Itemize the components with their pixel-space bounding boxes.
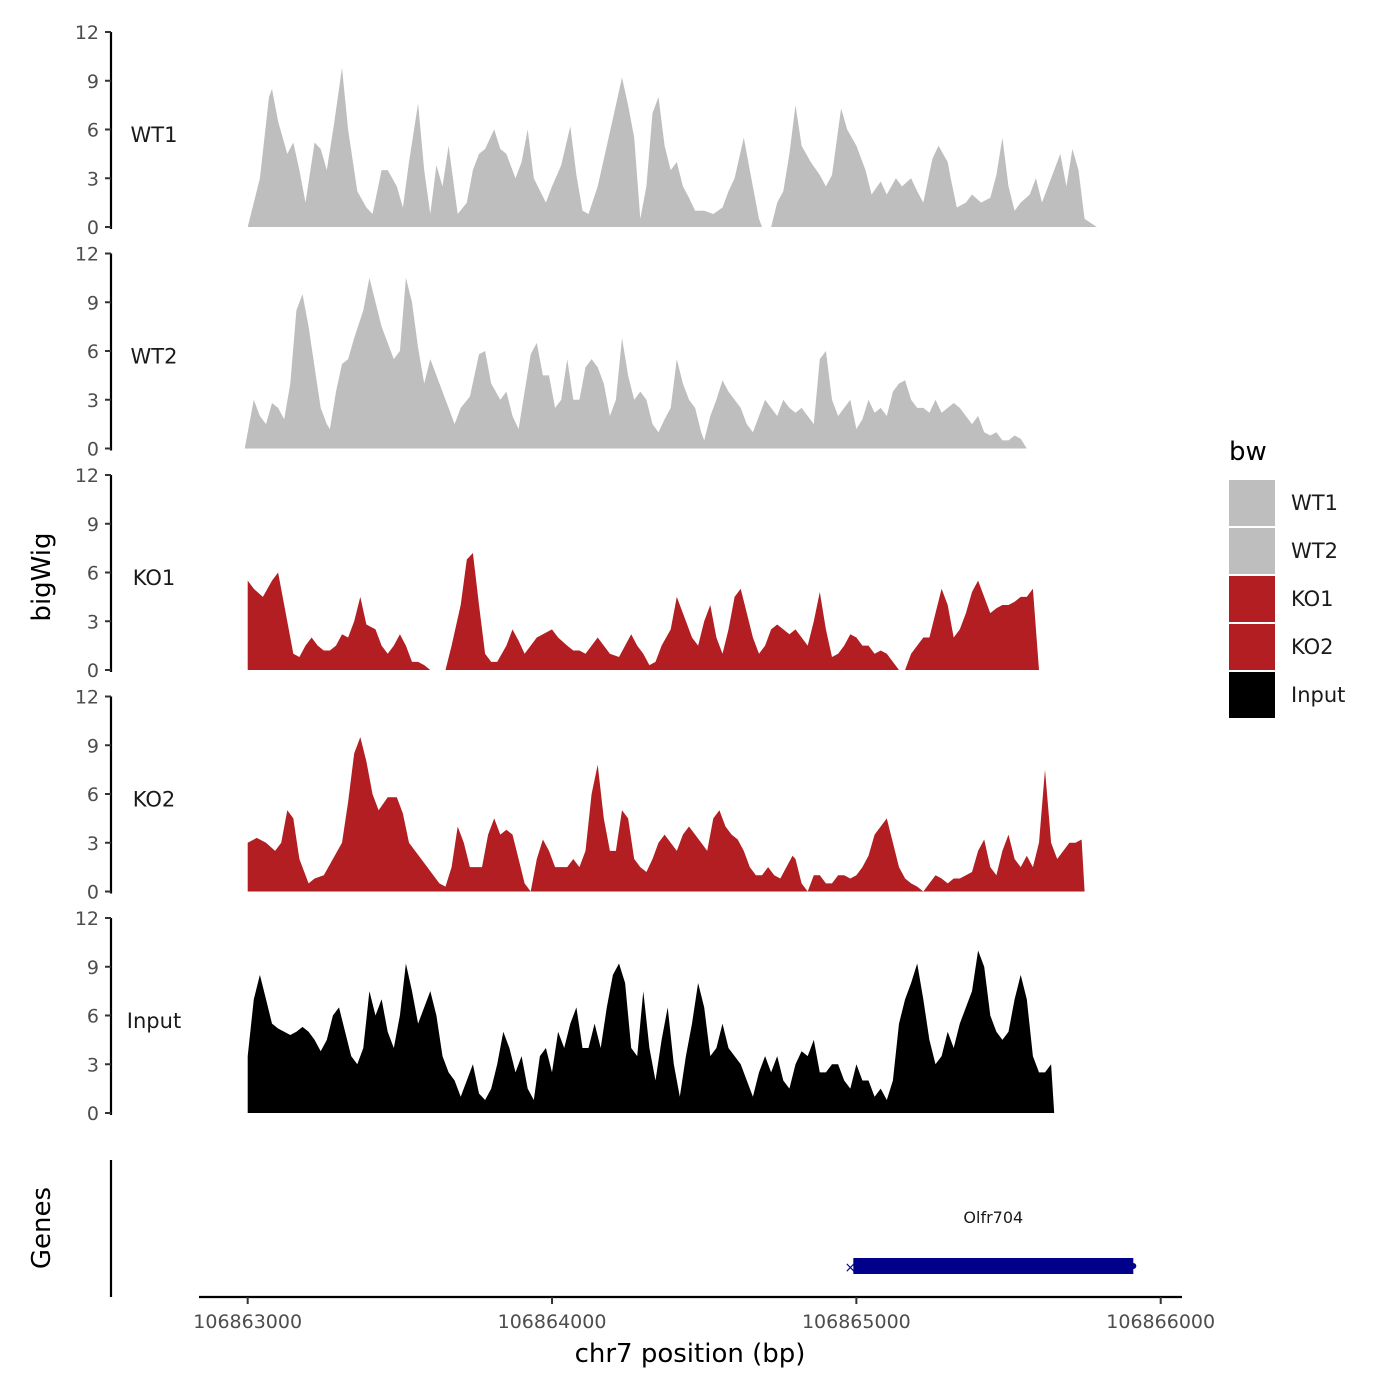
legend-item-ko2: KO2 bbox=[1229, 624, 1334, 670]
y-tick-label: 0 bbox=[87, 217, 99, 239]
coverage-area bbox=[247, 950, 1055, 1113]
track-label: WT2 bbox=[131, 345, 178, 369]
y-tick-label: 12 bbox=[75, 22, 99, 44]
legend-item-wt2: WT2 bbox=[1229, 528, 1338, 574]
y-tick-label: 3 bbox=[87, 833, 99, 855]
y-axis-title: bigWig bbox=[27, 532, 57, 621]
y-tick-label: 6 bbox=[87, 1006, 99, 1028]
y-tick-label: 12 bbox=[75, 244, 99, 266]
y-tick-label: 9 bbox=[87, 957, 99, 979]
legend-item-ko1: KO1 bbox=[1229, 576, 1334, 622]
legend-item-wt1: WT1 bbox=[1229, 480, 1338, 526]
y-tick-label: 3 bbox=[87, 168, 99, 190]
x-tick-label: 106866000 bbox=[1106, 1311, 1215, 1333]
track-ko1: 0 3 6 9 12 KO1 bbox=[75, 465, 1039, 682]
gene-panel: Genes × Olfr704 bbox=[27, 1160, 1137, 1297]
y-tick-label: 0 bbox=[87, 1103, 99, 1125]
track-ko2: 0 3 6 9 12 KO2 bbox=[75, 687, 1085, 904]
y-tick-label: 6 bbox=[87, 341, 99, 363]
legend-label: KO1 bbox=[1291, 587, 1334, 611]
y-tick-label: 12 bbox=[75, 908, 99, 930]
legend-swatch bbox=[1229, 672, 1275, 718]
track-label: KO2 bbox=[133, 788, 176, 812]
gene-label: Olfr704 bbox=[963, 1208, 1023, 1227]
track-wt1: 0 3 6 9 12 WT1 bbox=[75, 22, 1097, 239]
gene-olfr704: × Olfr704 bbox=[844, 1208, 1137, 1276]
legend-swatch bbox=[1229, 528, 1275, 574]
coverage-tracks: 0 3 6 9 12 WT1 0 3 6 9 12 WT2 0 3 6 9 12 KO1 0 3 6 9 12 KO2 0 3 6 9… bbox=[75, 22, 1097, 1125]
y-tick-label: 3 bbox=[87, 390, 99, 412]
track-label: KO1 bbox=[133, 566, 176, 590]
track-label: Input bbox=[127, 1009, 181, 1033]
gene-body bbox=[853, 1258, 1134, 1274]
y-tick-label: 3 bbox=[87, 1054, 99, 1076]
y-tick-label: 6 bbox=[87, 120, 99, 142]
y-tick-label: 9 bbox=[87, 292, 99, 314]
track-label: WT1 bbox=[131, 123, 178, 147]
x-tick-label: 106864000 bbox=[498, 1311, 607, 1333]
coverage-area bbox=[247, 67, 1097, 227]
legend-items: WT1 WT2 KO1 KO2 Input bbox=[1229, 480, 1345, 718]
y-tick-label: 12 bbox=[75, 687, 99, 709]
x-axis-title: chr7 position (bp) bbox=[575, 1339, 806, 1369]
x-tick-label: 106863000 bbox=[193, 1311, 302, 1333]
legend-label: KO2 bbox=[1291, 635, 1334, 659]
track-wt2: 0 3 6 9 12 WT2 bbox=[75, 244, 1027, 461]
y-tick-label: 3 bbox=[87, 611, 99, 633]
legend-swatch bbox=[1229, 480, 1275, 526]
legend-title: bw bbox=[1229, 437, 1267, 467]
x-ticks: 106863000 106864000 106865000 106866000 bbox=[193, 1297, 1215, 1333]
legend-label: WT2 bbox=[1291, 539, 1338, 563]
coverage-area bbox=[244, 277, 1027, 449]
y-tick-label: 9 bbox=[87, 735, 99, 757]
legend: bw WT1 WT2 KO1 KO2 Input bbox=[1229, 437, 1345, 718]
coverage-area bbox=[247, 737, 1085, 892]
y-tick-label: 9 bbox=[87, 71, 99, 93]
legend-swatch bbox=[1229, 624, 1275, 670]
x-axis: 106863000 106864000 106865000 106866000 chr… bbox=[193, 1295, 1215, 1369]
strand-marker: × bbox=[844, 1260, 856, 1276]
legend-item-input: Input bbox=[1229, 672, 1345, 718]
y-tick-label: 0 bbox=[87, 439, 99, 461]
legend-label: Input bbox=[1291, 683, 1345, 707]
y-tick-label: 12 bbox=[75, 465, 99, 487]
legend-label: WT1 bbox=[1291, 491, 1338, 515]
y-tick-label: 0 bbox=[87, 882, 99, 904]
track-input: 0 3 6 9 12 Input bbox=[75, 908, 1055, 1125]
genes-layer: × Olfr704 bbox=[844, 1208, 1137, 1276]
legend-swatch bbox=[1229, 576, 1275, 622]
y-tick-label: 6 bbox=[87, 563, 99, 585]
x-tick-label: 106865000 bbox=[802, 1311, 911, 1333]
coverage-area bbox=[247, 553, 1039, 670]
genes-axis-title: Genes bbox=[27, 1187, 57, 1269]
gene-end-marker bbox=[1130, 1263, 1137, 1269]
y-tick-label: 6 bbox=[87, 784, 99, 806]
y-tick-label: 9 bbox=[87, 514, 99, 536]
y-tick-label: 0 bbox=[87, 660, 99, 682]
